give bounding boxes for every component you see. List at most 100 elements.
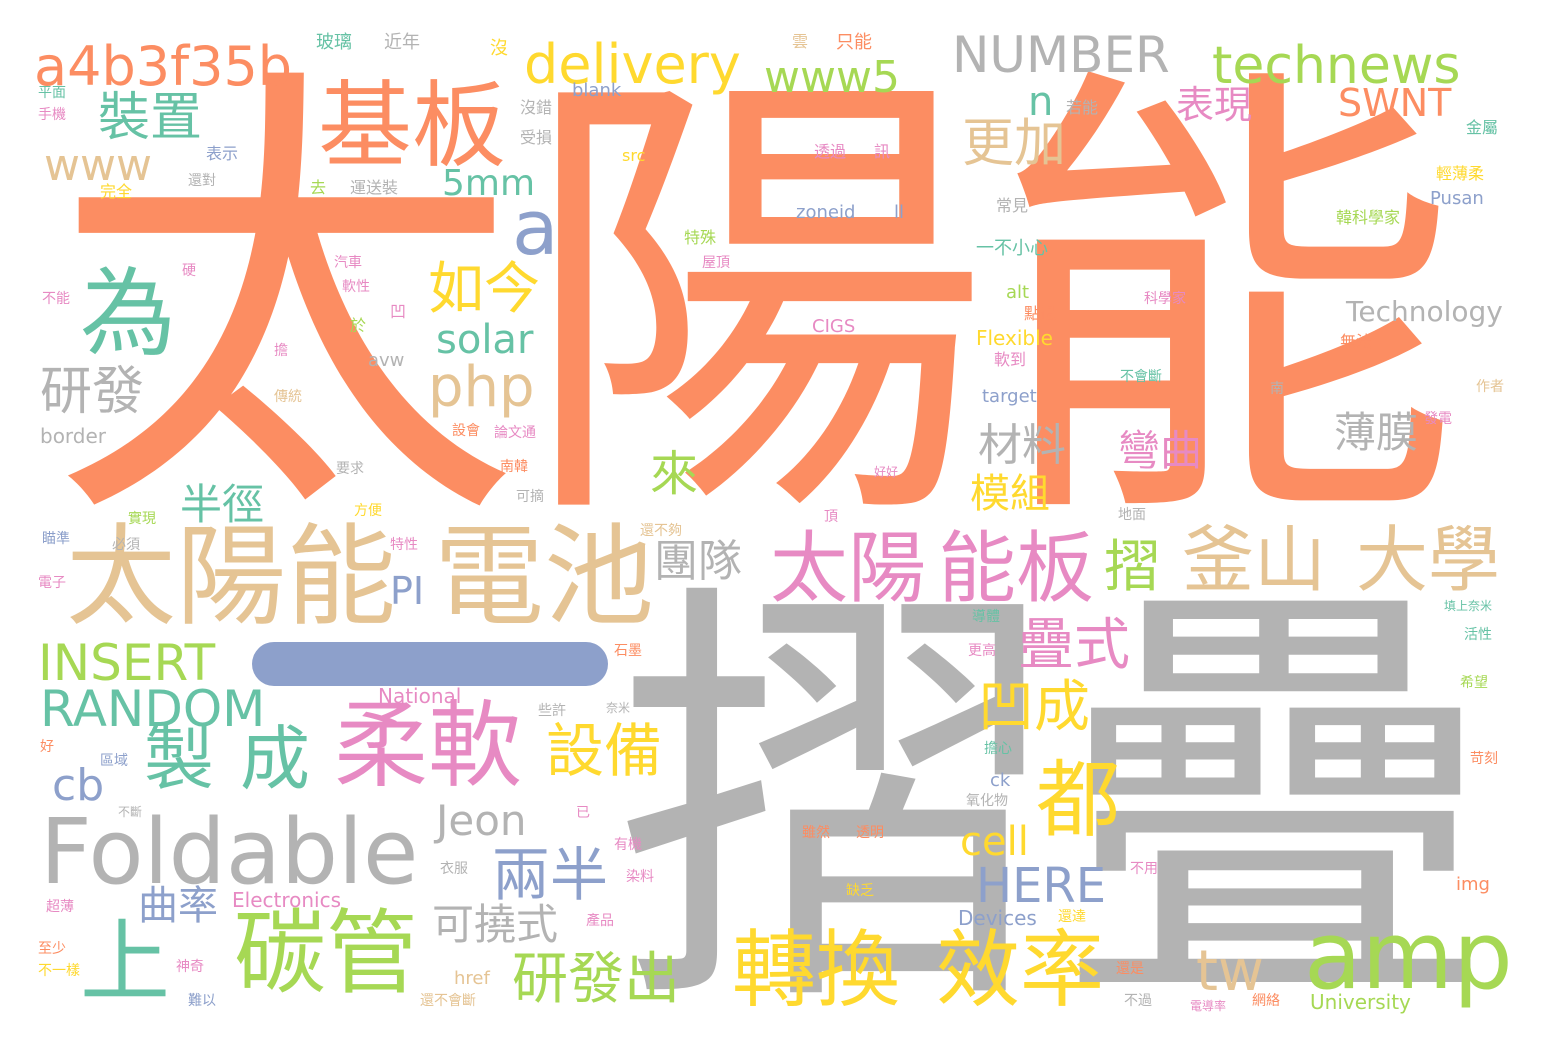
word: 可撓式 [432, 900, 559, 949]
word: 好 [40, 739, 54, 755]
word: 網絡 [1252, 993, 1280, 1009]
word: 太陽能 [66, 513, 396, 641]
word: 設備 [546, 717, 663, 785]
word: 若能 [1066, 98, 1099, 117]
word: 團隊 [654, 536, 742, 587]
word: 摺疊 [615, 549, 1495, 1052]
word: 去 [310, 178, 327, 197]
word: 基板 [318, 72, 507, 181]
word: 凹成 [978, 675, 1090, 740]
word: 韓科學家 [1336, 208, 1401, 227]
word: 擔心 [984, 741, 1012, 757]
word: 屋頂 [702, 255, 730, 271]
word: 必須 [112, 537, 140, 553]
word: ll [894, 202, 905, 223]
word: 疊式 [1018, 613, 1130, 678]
word: 手機 [38, 107, 66, 123]
word: 更高 [968, 643, 996, 659]
word: 導體 [972, 609, 1000, 625]
word: 不一樣 [38, 963, 80, 979]
word: 彎曲 [1118, 426, 1203, 475]
word: 已 [576, 805, 590, 821]
word: 傳統 [274, 389, 302, 405]
word: 不斷 [118, 805, 143, 819]
word: 難以 [188, 993, 216, 1009]
word: 釜山 [1182, 518, 1327, 602]
word: blank [572, 80, 622, 101]
word: 超薄 [46, 899, 74, 915]
word: 填上奈米 [1444, 599, 1493, 613]
word: 研發 [40, 362, 145, 422]
word: 為 [80, 258, 176, 370]
word: 論文通 [494, 425, 536, 441]
word: 頂 [824, 509, 838, 525]
word: 無法 [1340, 332, 1373, 351]
word: 一不小心 [976, 238, 1048, 259]
word: tw [1196, 939, 1264, 1004]
word: 些許 [538, 703, 566, 719]
word: 電池 [434, 513, 654, 641]
word: 玻璃 [316, 32, 352, 53]
word: 凹 [390, 302, 407, 321]
word: 苛刻 [1470, 751, 1498, 767]
word: 模組 [970, 471, 1050, 517]
word: INSERT [38, 634, 216, 692]
word: 發電 [1424, 411, 1452, 427]
word: 輕薄柔 [1436, 164, 1485, 183]
word: cb [52, 760, 105, 811]
word: Flexible [976, 326, 1053, 350]
word: 能板 [938, 524, 1095, 614]
word: 薄膜 [1334, 408, 1419, 457]
word: PI [390, 569, 425, 613]
word: 太陽 [770, 524, 927, 614]
word: 表現 [1176, 83, 1253, 127]
word: 特殊 [684, 228, 717, 247]
word: 5mm [442, 163, 536, 204]
word: avw [368, 350, 405, 371]
word: a4b3f35b [34, 35, 293, 98]
word: 電導率 [1190, 999, 1227, 1013]
word: 不能 [42, 291, 70, 307]
word: img [1456, 874, 1490, 895]
word: www5 [764, 52, 900, 103]
word: technews [1212, 36, 1461, 96]
word: 要求 [336, 461, 364, 477]
word: 裝置 [98, 88, 203, 148]
word: 於 [350, 316, 367, 335]
word: n [1028, 79, 1054, 125]
word: border [40, 424, 107, 448]
word: 南韓 [500, 459, 528, 475]
word: 石墨 [614, 643, 642, 659]
word: Foldable [40, 800, 419, 905]
word: 實現 [128, 511, 156, 527]
word: 上 [80, 910, 170, 1015]
word: 轉換 [732, 921, 901, 1019]
word: 軟到 [994, 350, 1027, 369]
word: 沒錯 [520, 98, 553, 117]
word: National [378, 684, 462, 708]
word: 成 [240, 718, 310, 800]
word: 硬 [182, 263, 196, 279]
word: solar [436, 317, 534, 363]
word: 氧化物 [966, 793, 1008, 809]
word: 研發出 [512, 947, 680, 1012]
word: 設會 [452, 423, 480, 439]
word: 還不夠 [640, 523, 682, 539]
word: cell [960, 819, 1029, 865]
word: 雲 [792, 32, 809, 51]
word: 不會斷 [1120, 369, 1162, 385]
word: 還對 [188, 173, 216, 189]
word: 地面 [1118, 507, 1146, 523]
word: 半徑 [180, 480, 265, 529]
word: 大學 [1356, 518, 1501, 602]
word: Technology [1346, 295, 1503, 328]
word: University [1310, 990, 1411, 1014]
word: 摺 [1104, 535, 1160, 600]
word: 太陽能 [50, 31, 1460, 578]
word: 平面 [38, 85, 66, 101]
word: 運送裝 [350, 178, 399, 197]
word: 完全 [100, 182, 133, 201]
word: 南 [1270, 381, 1284, 397]
word: 透過 [814, 142, 847, 161]
